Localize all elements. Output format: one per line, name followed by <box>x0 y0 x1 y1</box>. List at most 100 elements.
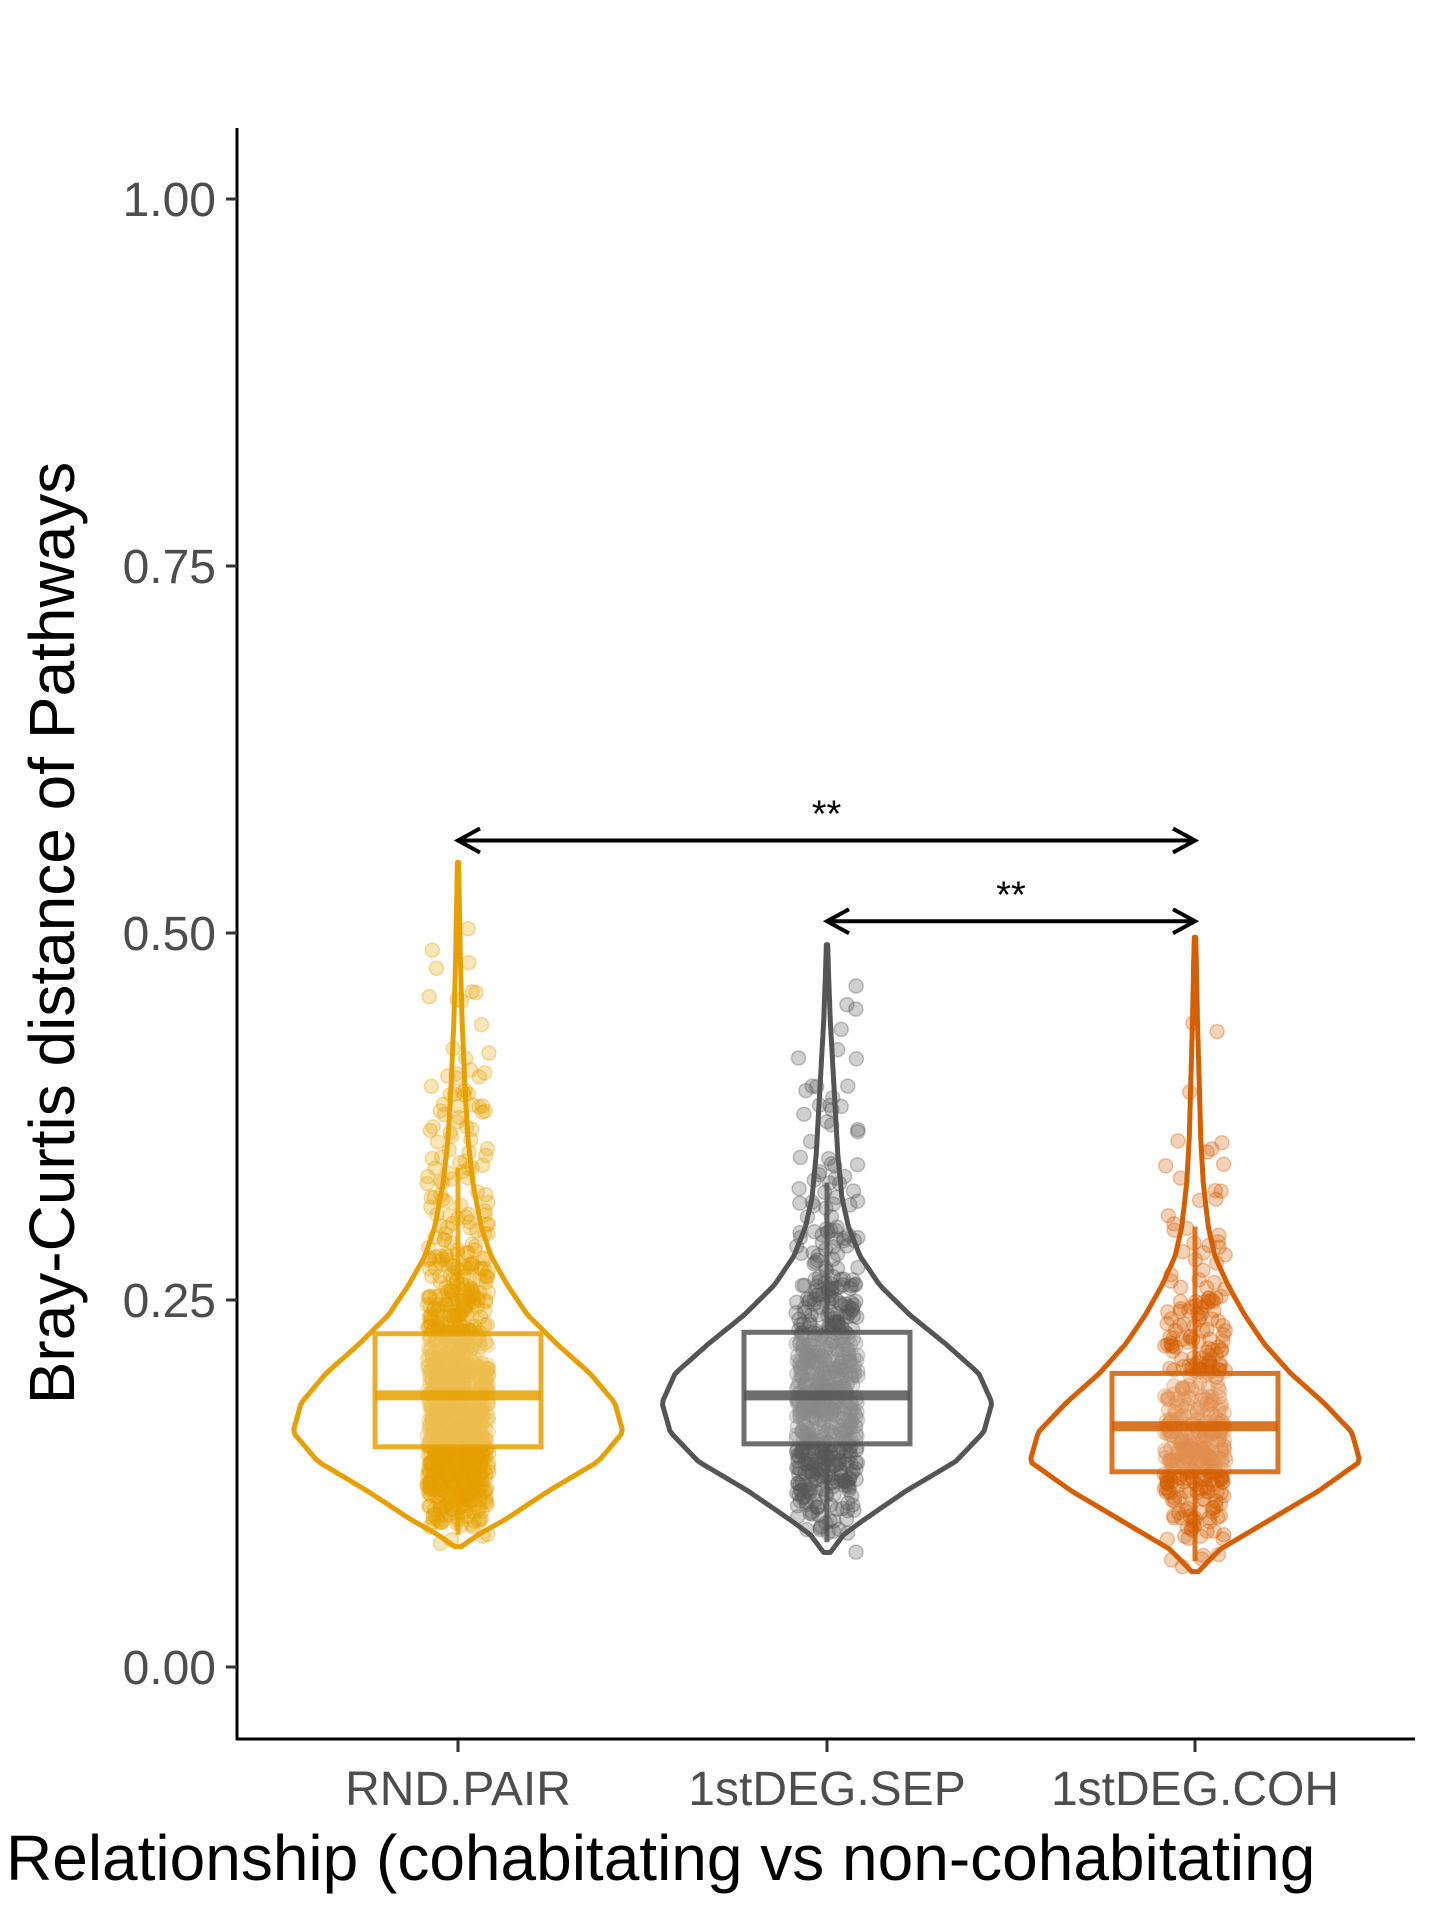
data-point <box>473 1261 490 1277</box>
data-point <box>434 1404 450 1420</box>
data-point <box>431 1371 448 1387</box>
data-point <box>434 1256 450 1273</box>
x-tick-label: 1stDEG.SEP <box>688 1763 965 1816</box>
data-point <box>427 1458 444 1475</box>
data-point <box>450 1427 467 1444</box>
data-point <box>439 1415 456 1431</box>
data-point <box>450 1358 466 1374</box>
data-point <box>473 1457 489 1474</box>
data-point <box>435 1362 451 1378</box>
data-point <box>463 1282 480 1298</box>
data-point <box>424 1461 440 1478</box>
data-point <box>443 1407 459 1424</box>
data-point <box>1214 1134 1230 1151</box>
data-point <box>463 1358 480 1375</box>
data-point <box>462 1411 479 1427</box>
data-point <box>849 1156 866 1173</box>
data-point <box>436 1343 452 1360</box>
data-point <box>445 1365 461 1381</box>
data-point <box>423 1361 439 1378</box>
data-point <box>451 1420 467 1436</box>
data-point <box>479 1269 496 1285</box>
data-point <box>429 1510 445 1527</box>
data-point <box>471 1069 487 1085</box>
data-point <box>451 1351 468 1368</box>
data-point <box>436 1454 453 1471</box>
data-point <box>449 1427 465 1443</box>
data-point <box>437 1449 454 1465</box>
data-point <box>440 1470 456 1486</box>
data-point <box>467 1238 484 1254</box>
data-point <box>473 1465 489 1482</box>
data-point <box>807 1282 824 1299</box>
data-point <box>419 1175 435 1192</box>
data-point <box>1167 1490 1183 1507</box>
data-point <box>443 1371 460 1388</box>
data-point <box>1170 1133 1186 1149</box>
data-point <box>471 1271 488 1287</box>
data-point <box>424 1346 440 1363</box>
data-point <box>438 1492 454 1508</box>
data-point <box>1208 1493 1224 1509</box>
data-point <box>467 1482 484 1499</box>
data-point <box>423 1340 439 1356</box>
data-point <box>435 1402 451 1418</box>
data-point <box>845 1183 862 1199</box>
data-point <box>434 1483 450 1499</box>
data-point <box>445 1364 461 1381</box>
data-point <box>462 1214 478 1230</box>
data-point <box>848 978 864 994</box>
data-point <box>453 1418 470 1435</box>
data-point <box>465 1284 482 1300</box>
data-point <box>474 1476 491 1492</box>
data-point <box>1209 1023 1225 1040</box>
data-point <box>469 1406 485 1423</box>
data-point <box>810 1247 827 1264</box>
data-point <box>474 1157 491 1174</box>
data-point <box>440 1416 456 1433</box>
data-point <box>1159 1304 1176 1320</box>
data-point <box>456 1374 472 1391</box>
data-point <box>435 1364 451 1381</box>
data-point <box>423 1454 440 1471</box>
y-tick-label: 0.50 <box>123 908 216 961</box>
data-point <box>1216 1526 1232 1543</box>
data-point <box>422 1472 439 1489</box>
data-point <box>458 1360 475 1376</box>
data-point <box>427 1349 443 1366</box>
data-point <box>422 1122 439 1139</box>
data-point <box>1157 1158 1174 1174</box>
data-point <box>423 1487 440 1504</box>
data-point <box>421 988 438 1005</box>
data-point <box>435 1499 452 1515</box>
data-point <box>428 1402 444 1419</box>
data-point <box>791 1180 807 1197</box>
data-point <box>796 1304 813 1320</box>
data-point <box>473 1449 490 1466</box>
data-point <box>423 1307 439 1323</box>
data-point <box>460 1457 477 1473</box>
data-point <box>425 1119 441 1135</box>
data-point <box>435 1424 451 1440</box>
data-point <box>1208 1191 1224 1207</box>
data-point <box>460 1480 476 1496</box>
data-point <box>465 1470 482 1486</box>
data-point <box>446 1415 463 1432</box>
data-point <box>422 1480 439 1496</box>
data-point <box>461 954 477 971</box>
data-point <box>425 1461 441 1477</box>
data-point <box>435 1417 452 1433</box>
data-point <box>419 1476 435 1492</box>
data-point <box>828 1313 845 1330</box>
data-point <box>437 1404 454 1421</box>
data-point <box>1206 1274 1223 1291</box>
box-iqr <box>741 1329 913 1447</box>
data-point <box>810 1307 826 1323</box>
y-tick-label: 0.00 <box>123 1642 216 1695</box>
data-point <box>476 1260 492 1276</box>
data-point <box>438 1279 454 1295</box>
data-point <box>790 1050 807 1066</box>
data-point <box>434 1507 451 1523</box>
data-point <box>460 920 476 937</box>
data-point <box>466 1408 482 1425</box>
